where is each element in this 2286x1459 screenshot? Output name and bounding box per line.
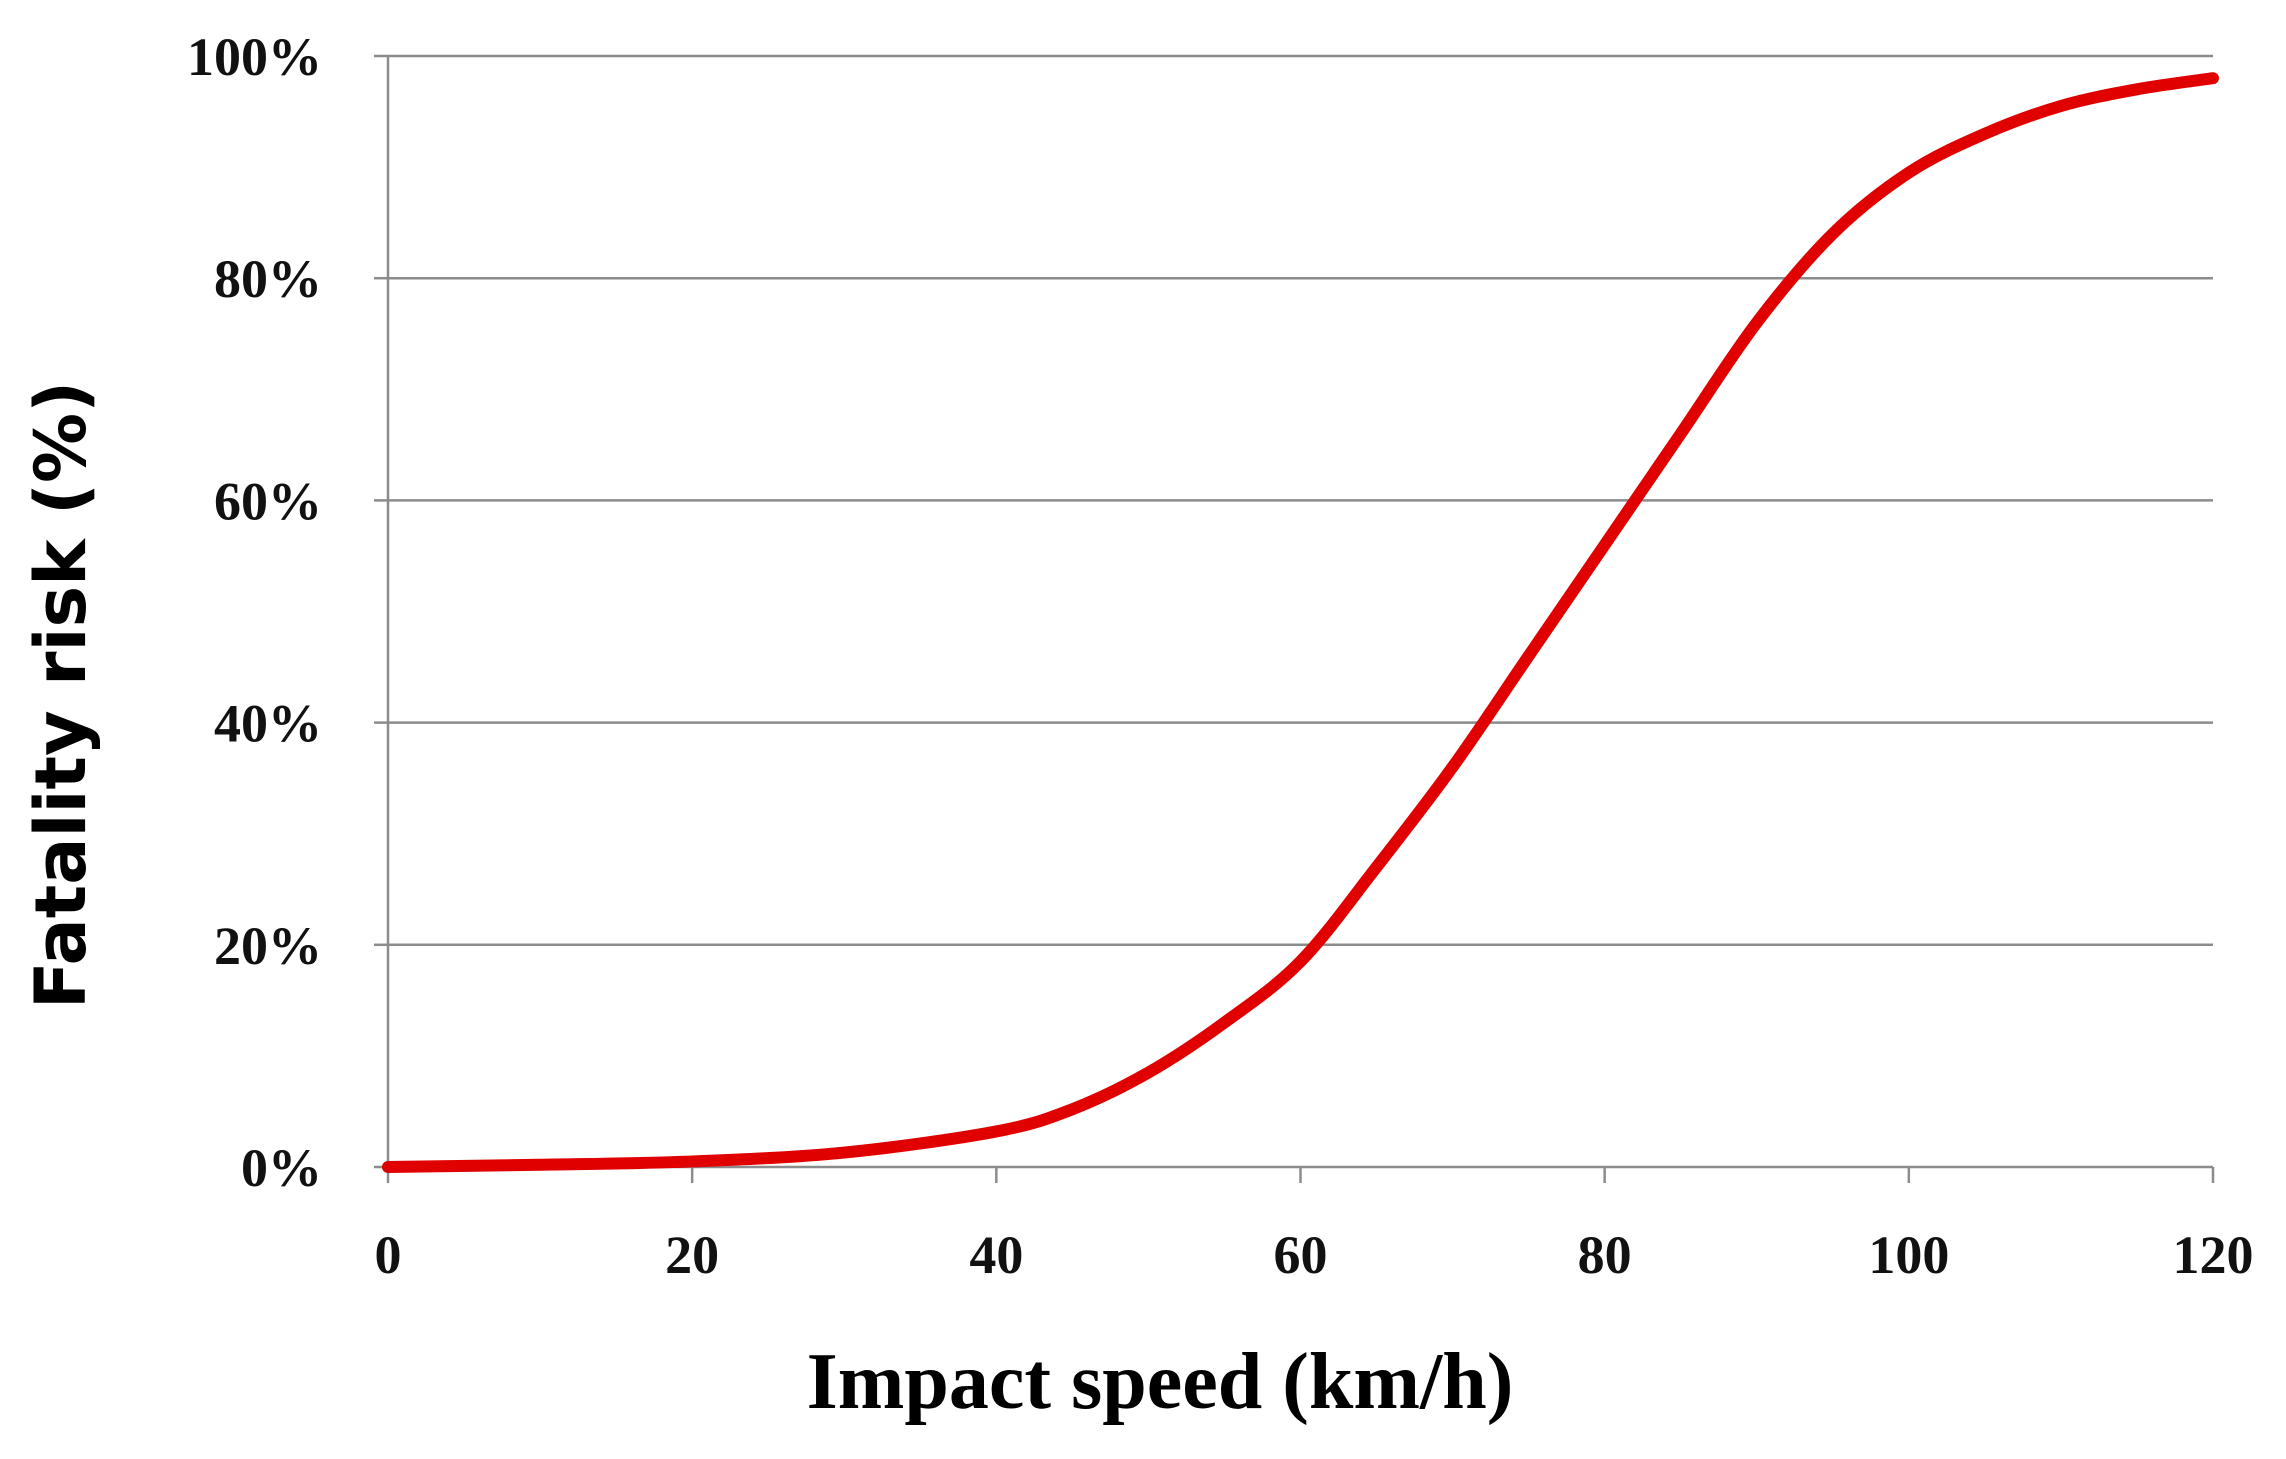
- x-tick-labels: 0 20 40 60 80 100 120: [375, 1225, 2254, 1285]
- x-tick-label: 40: [969, 1225, 1023, 1285]
- x-tick-label: 20: [665, 1225, 719, 1285]
- y-tick-label: 60%: [214, 471, 322, 531]
- y-tick-label: 80%: [214, 249, 322, 309]
- y-tick-labels: 0% 20% 40% 60% 80% 100%: [187, 27, 322, 1198]
- series-line-fatality-risk: [382, 72, 2219, 1173]
- y-axis-title: Fatality risk (%): [20, 381, 102, 1009]
- x-tick-label: 80: [1578, 1225, 1632, 1285]
- y-tick-label: 0%: [241, 1138, 322, 1198]
- series-layer: [382, 72, 2219, 1173]
- y-tick-label: 40%: [214, 694, 322, 754]
- x-tick-label: 120: [2173, 1225, 2254, 1285]
- axis-ticks: [374, 54, 2215, 1183]
- x-axis-title: Impact speed (km/h): [807, 1338, 1514, 1426]
- y-tick-label: 20%: [214, 916, 322, 976]
- x-tick-label: 100: [1868, 1225, 1949, 1285]
- y-tick-label: 100%: [187, 27, 322, 87]
- x-tick-label: 60: [1274, 1225, 1328, 1285]
- gridlines: [388, 54, 2213, 1169]
- x-tick-label: 0: [375, 1225, 402, 1285]
